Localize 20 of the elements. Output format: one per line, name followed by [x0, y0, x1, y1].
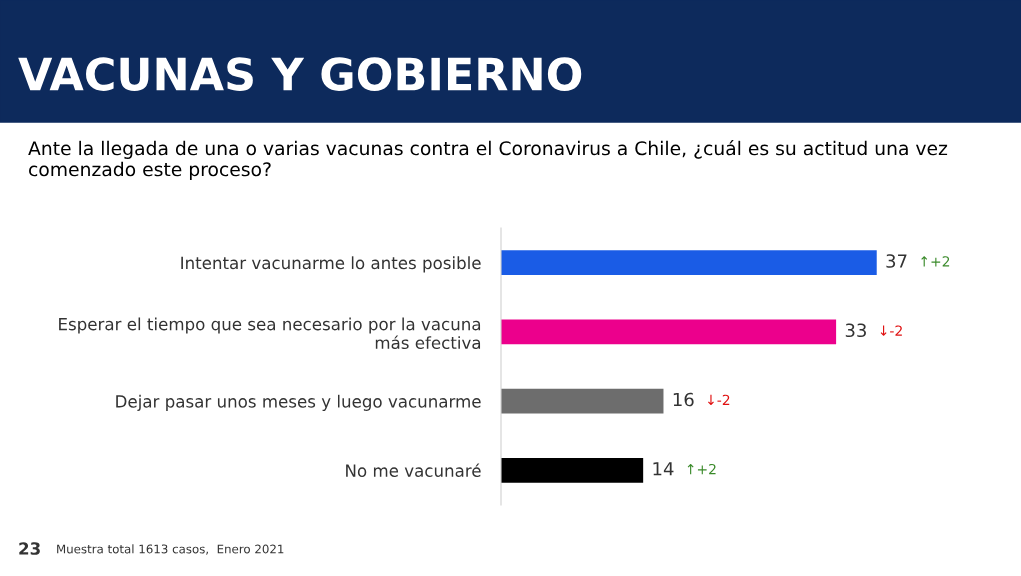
- y-tick-label: Esperar el tiempo que sea necesario por la vacuna más efectiva: [59, 317, 481, 350]
- chart-subtitle: Ante la llegada de una o varias vacunas contra el Coronavirus a Chile, ¿cuál es su actitud una vez comenzado este proceso?: [28, 140, 948, 180]
- bar: [501, 457, 644, 483]
- text: ↓-2: [880, 325, 902, 336]
- y-tick-label: No me vacunaré: [346, 463, 481, 477]
- text: Muestra total 1613 casos, Enero 2021: [57, 544, 284, 555]
- text: ↑+2: [921, 256, 950, 267]
- data-label: 16: [673, 392, 694, 407]
- y-tick-label: Dejar pasar unos meses y luego vacunarme: [116, 394, 481, 411]
- data-label: 37: [886, 254, 907, 268]
- bar: [501, 319, 837, 345]
- text: 23: [19, 542, 40, 555]
- data-label: 33: [845, 323, 866, 338]
- annotation: ↑+2: [687, 463, 716, 475]
- data-label: 14: [653, 462, 674, 476]
- bar: [501, 250, 877, 276]
- bar: [501, 388, 664, 414]
- annotation: ↓-2: [707, 394, 730, 406]
- chart-title: VACUNAS Y GOBIERNO: [18, 57, 582, 91]
- y-tick-label: Intentar vacunarme lo antes posible: [181, 256, 481, 273]
